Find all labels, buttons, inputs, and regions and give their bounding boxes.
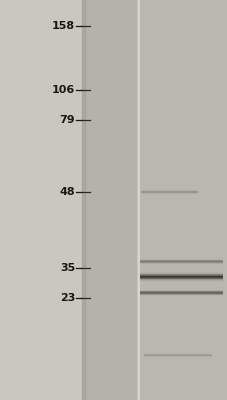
Bar [138, 293, 222, 294]
Bar [82, 0, 85, 400]
Bar [138, 280, 222, 281]
Bar [138, 288, 222, 289]
Bar [82, 0, 85, 400]
Bar [82, 0, 85, 400]
Bar [138, 260, 222, 261]
Bar [138, 295, 222, 296]
Bar [138, 294, 222, 295]
Bar [138, 261, 222, 262]
Bar [138, 275, 222, 276]
Bar [138, 276, 222, 277]
Text: 35: 35 [60, 263, 75, 273]
Text: 106: 106 [52, 85, 75, 95]
Bar [138, 277, 222, 278]
Text: 158: 158 [52, 21, 75, 31]
Bar [138, 263, 222, 264]
Bar [138, 271, 222, 272]
Bar [138, 273, 222, 274]
Bar [138, 272, 222, 273]
Bar [138, 278, 222, 279]
Bar [138, 270, 222, 271]
Bar [82, 0, 136, 400]
Bar [138, 279, 222, 280]
Bar [138, 289, 222, 290]
Bar [82, 0, 85, 400]
Bar [138, 265, 222, 266]
Text: 23: 23 [60, 293, 75, 303]
Bar [138, 296, 222, 297]
Bar [138, 274, 222, 275]
Text: 48: 48 [59, 187, 75, 197]
Bar [138, 282, 222, 283]
Bar [138, 292, 222, 293]
Bar [138, 281, 222, 282]
Bar [138, 259, 222, 260]
Bar [138, 0, 227, 400]
Bar [138, 291, 222, 292]
Text: 79: 79 [59, 115, 75, 125]
Bar [138, 258, 222, 259]
Bar [138, 262, 222, 263]
Bar [138, 290, 222, 291]
Bar [138, 264, 222, 265]
Bar [82, 0, 85, 400]
Bar [0, 0, 82, 400]
